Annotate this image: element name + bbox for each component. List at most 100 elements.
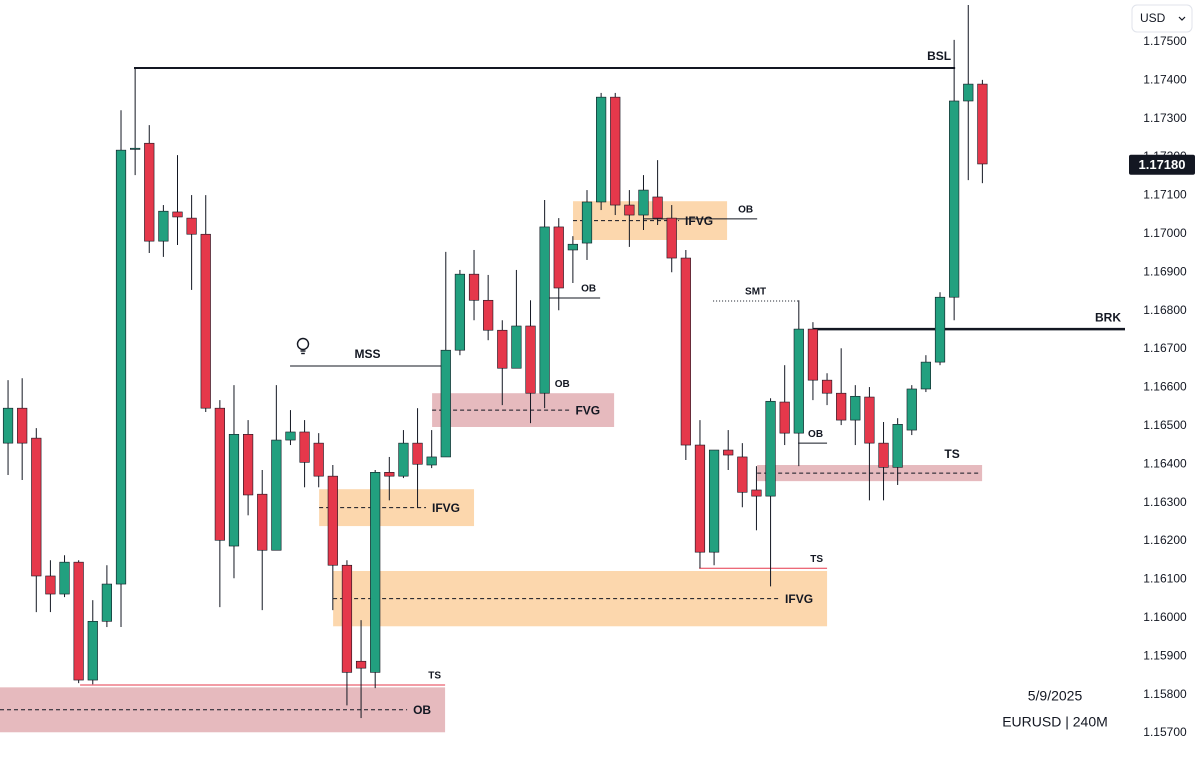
- y-tick-label: 1.15700: [1143, 725, 1187, 739]
- candle-body: [130, 147, 141, 150]
- y-tick-label: 1.15800: [1143, 687, 1187, 701]
- candle-body: [963, 83, 974, 102]
- y-tick-label: 1.16700: [1143, 341, 1187, 355]
- level-label: BRK: [1095, 310, 1121, 324]
- y-tick-label: 1.16400: [1143, 456, 1187, 470]
- candle-body: [511, 325, 522, 369]
- candle-body: [59, 561, 70, 595]
- y-tick-label: 1.17500: [1143, 34, 1187, 48]
- levels-layer: BSL BRK MSS OB OB OB TS TS SMT OB: [80, 49, 1125, 686]
- candles-layer: [2, 4, 988, 719]
- candle-body: [723, 449, 734, 456]
- candle-body: [525, 325, 536, 394]
- candle-body: [440, 349, 451, 458]
- candle-body: [214, 407, 225, 541]
- candle-body: [115, 149, 127, 585]
- candle-body: [186, 217, 197, 235]
- candle-body: [313, 442, 324, 477]
- candle-body: [567, 243, 578, 251]
- currency-button[interactable]: USD: [1131, 4, 1193, 33]
- zone-label: OB: [413, 703, 431, 717]
- candle-body: [949, 100, 960, 298]
- candle-body: [271, 439, 282, 551]
- y-tick-label: 1.16500: [1143, 418, 1187, 432]
- candle-body: [737, 456, 748, 493]
- zone-label: IFVG: [685, 214, 713, 228]
- candle-body: [864, 396, 875, 444]
- candle-body: [906, 388, 917, 431]
- candle-body: [285, 431, 296, 441]
- currency-label[interactable]: USD: [1140, 11, 1166, 25]
- candle-body: [257, 493, 268, 551]
- y-tick-label: 1.15900: [1143, 648, 1187, 662]
- candle-body: [355, 660, 367, 669]
- candle-body: [751, 489, 762, 497]
- level-label: TS: [810, 554, 823, 565]
- candle-body: [765, 400, 776, 497]
- y-tick-label: 1.16100: [1143, 572, 1187, 586]
- level-label: OB: [555, 379, 570, 390]
- zone-label: IFVG: [785, 592, 813, 606]
- candle-body: [17, 407, 28, 444]
- y-tick-label: 1.16200: [1143, 533, 1187, 547]
- candle-body: [31, 437, 42, 577]
- candle-body: [553, 226, 564, 289]
- candle-body: [708, 449, 720, 553]
- candle-body: [977, 83, 988, 165]
- candle-body: [497, 329, 508, 369]
- candle-body: [87, 620, 98, 681]
- candle-body: [539, 226, 550, 394]
- y-tick-label: 1.17300: [1143, 111, 1187, 125]
- candle-body: [370, 472, 381, 673]
- candle-body: [200, 233, 211, 409]
- candle-body: [341, 564, 353, 673]
- candle-body: [299, 431, 310, 463]
- candle-body: [694, 444, 706, 553]
- candle-body: [793, 328, 804, 434]
- candle-body: [327, 475, 338, 566]
- candle-body: [596, 96, 607, 203]
- candle-body: [426, 456, 437, 466]
- level-label: MSS: [355, 347, 381, 361]
- candle-body: [158, 210, 169, 242]
- candle-body: [172, 211, 183, 218]
- current-price-box: [1129, 154, 1195, 175]
- candle-body: [398, 442, 409, 477]
- candle-body: [483, 299, 494, 331]
- candle-body: [412, 442, 423, 465]
- dropdown-caret[interactable]: [1178, 16, 1186, 21]
- candle-body: [892, 424, 903, 468]
- currency-button-box[interactable]: [1131, 4, 1193, 33]
- candle-body: [101, 583, 112, 622]
- zone-label: IFVG: [432, 501, 460, 515]
- candle-body: [821, 379, 833, 394]
- symbol-label: EURUSD | 240M: [1002, 714, 1108, 730]
- candle-body: [666, 217, 677, 259]
- y-tick-label: 1.17100: [1143, 188, 1187, 202]
- zone-label: FVG: [575, 403, 600, 417]
- lightbulb-icon: [296, 337, 310, 355]
- y-tick-label: 1.17400: [1143, 72, 1187, 86]
- candle-body: [878, 442, 889, 468]
- level-label: SMT: [745, 287, 766, 298]
- y-tick-label: 1.16600: [1143, 380, 1187, 394]
- candle-body: [2, 407, 14, 444]
- candle-body: [73, 561, 84, 681]
- level-label: TS: [428, 671, 441, 682]
- candle-body: [836, 392, 847, 421]
- y-tick-label: 1.16800: [1143, 303, 1187, 317]
- candle-body: [454, 273, 466, 351]
- zones-layer: OB IFVG IFVG FVG IFVG TS: [0, 201, 983, 733]
- current-price-label: 1.17180: [1139, 157, 1186, 172]
- level-label: OB: [808, 429, 823, 440]
- candle-body: [384, 472, 395, 477]
- candle-body: [228, 433, 240, 547]
- candle-body: [610, 96, 621, 206]
- level-label: OB: [738, 205, 753, 216]
- level-label: BSL: [927, 49, 951, 63]
- candle-body: [581, 201, 593, 244]
- candle-body: [45, 575, 56, 595]
- zone: [0, 687, 446, 733]
- candle-body: [920, 361, 931, 390]
